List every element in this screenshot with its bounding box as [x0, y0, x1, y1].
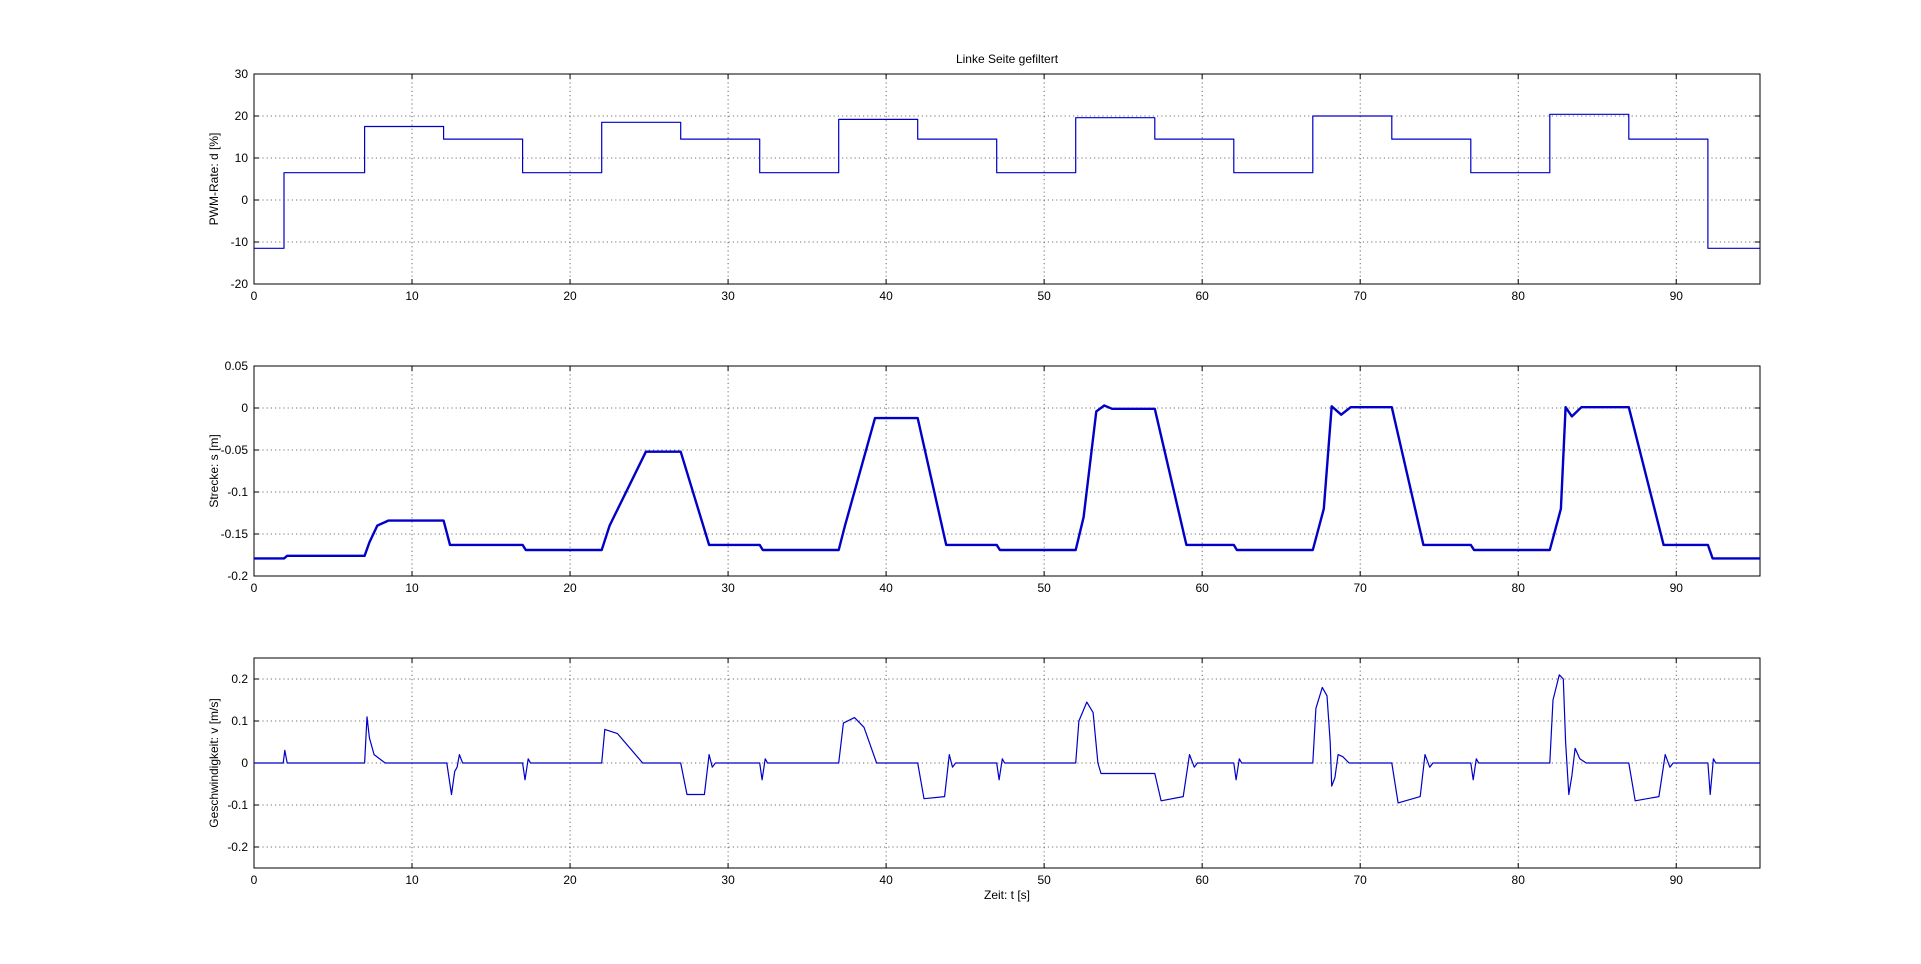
y-tick-label: -0.1 [227, 485, 248, 499]
y-tick-label: -0.2 [227, 569, 248, 583]
y-tick-label: 0.05 [225, 359, 249, 373]
x-tick-label: 40 [879, 873, 893, 887]
y-axis-label: PWM-Rate: d [%] [207, 133, 221, 226]
series-line [254, 674, 1760, 804]
x-tick-label: 70 [1354, 289, 1368, 303]
y-tick-label: 0 [241, 756, 248, 770]
x-tick-label: 60 [1195, 581, 1209, 595]
x-tick-label: 50 [1037, 581, 1051, 595]
x-tick-label: 50 [1037, 289, 1051, 303]
x-tick-label: 0 [251, 873, 258, 887]
y-tick-label: 10 [235, 151, 249, 165]
x-tick-label: 70 [1354, 581, 1368, 595]
x-tick-label: 80 [1512, 289, 1526, 303]
x-tick-label: 90 [1670, 289, 1684, 303]
x-tick-label: 50 [1037, 873, 1051, 887]
x-tick-label: 0 [251, 289, 258, 303]
y-tick-label: 0 [241, 401, 248, 415]
x-tick-label: 0 [251, 581, 258, 595]
figure-title: Linke Seite gefiltert [956, 52, 1059, 66]
y-tick-label: 20 [235, 109, 249, 123]
series-line [254, 404, 1760, 560]
x-tick-label: 20 [563, 873, 577, 887]
y-tick-label: -10 [231, 235, 249, 249]
x-tick-label: 80 [1512, 581, 1526, 595]
axes-frame [253, 73, 1761, 285]
axes-frame [253, 365, 1761, 577]
y-tick-label: -0.2 [227, 840, 248, 854]
subplot-pwm-rate: 0 10 20 30 40 50 60 70 80 90 -20 -10 0 10 20 30 PWM-Rate… [207, 67, 1761, 303]
x-tick-label: 20 [563, 581, 577, 595]
y-axis-label: Strecke: s [m] [207, 434, 221, 507]
subplot-strecke: 0 10 20 30 40 50 60 70 80 90 -0.2 -0.15 -0.1 -0.05 0 0.… [207, 359, 1761, 595]
y-axis-label: Geschwindigkeit: v [m/s] [207, 698, 221, 827]
x-tick-label: 40 [879, 581, 893, 595]
x-tick-label: 90 [1670, 873, 1684, 887]
y-tick-label: -0.15 [221, 527, 249, 541]
x-tick-label: 90 [1670, 581, 1684, 595]
y-tick-label: -0.05 [221, 443, 249, 457]
y-tick-label: -0.1 [227, 798, 248, 812]
x-tick-label: 30 [721, 289, 735, 303]
x-tick-label: 80 [1512, 873, 1526, 887]
y-tick-label: -20 [231, 277, 249, 291]
y-tick-label: 0 [241, 193, 248, 207]
x-tick-label: 10 [405, 873, 419, 887]
series-line [254, 113, 1760, 249]
x-tick-label: 30 [721, 873, 735, 887]
x-tick-label: 60 [1195, 289, 1209, 303]
x-tick-label: 10 [405, 289, 419, 303]
x-tick-label: 10 [405, 581, 419, 595]
x-axis-label: Zeit: t [s] [984, 888, 1030, 902]
x-tick-label: 30 [721, 581, 735, 595]
x-tick-label: 20 [563, 289, 577, 303]
x-tick-label: 40 [879, 289, 893, 303]
y-tick-label: 0.2 [231, 672, 248, 686]
y-tick-label: 30 [235, 67, 249, 81]
x-tick-label: 60 [1195, 873, 1209, 887]
y-tick-label: 0.1 [231, 714, 248, 728]
x-tick-label: 70 [1354, 873, 1368, 887]
subplot-geschwindigkeit: 0 10 20 30 40 50 60 70 80 90 -0.2 -0.1 0 0.1 0.2 Geschw… [207, 657, 1761, 902]
